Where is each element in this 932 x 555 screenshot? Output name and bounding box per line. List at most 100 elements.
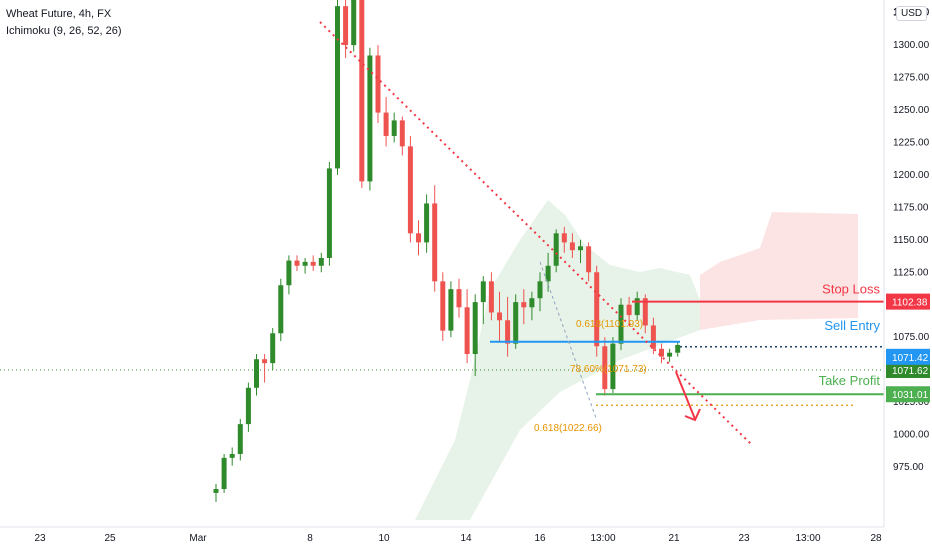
candle-body (480, 281, 486, 303)
fib-label-lower: 0.618(1022.66) (534, 423, 602, 434)
candle-body (618, 304, 624, 344)
candle-body (375, 55, 381, 113)
candle-body (488, 281, 494, 313)
candle-body (521, 302, 527, 308)
candle-body (343, 6, 349, 46)
time-tick-label: 16 (534, 533, 546, 544)
candle-body (245, 387, 251, 425)
ichimoku-cloud-red (700, 212, 858, 330)
candle-body (407, 146, 413, 234)
candle-body (254, 359, 259, 388)
sell-arrow-icon (675, 371, 696, 420)
candle-body (650, 325, 656, 349)
time-tick-label: 25 (104, 533, 116, 544)
candle-body (464, 307, 470, 355)
price-tag-bg (886, 293, 930, 310)
price-tick-label: 1000.00 (893, 430, 930, 441)
time-tick-label: 23 (34, 533, 46, 544)
candle-body (642, 298, 648, 326)
price-tag-text: 1031.01 (892, 390, 929, 401)
candle-body (497, 312, 502, 321)
time-tick-label: 14 (460, 533, 472, 544)
candle-body (610, 343, 616, 390)
candle-body (472, 302, 478, 355)
candle-body (416, 233, 421, 243)
price-tick-label: 975.00 (893, 462, 924, 473)
candle-body (270, 333, 276, 364)
candle-body (440, 281, 446, 331)
sell-entry-label: Sell Entry (824, 318, 880, 333)
candle-body (659, 348, 664, 357)
price-tag-bg (886, 362, 930, 378)
projection-line (539, 261, 597, 419)
candle-body (383, 112, 389, 136)
candle-body (586, 246, 592, 273)
candle-body (221, 457, 227, 490)
candle-body (391, 120, 397, 136)
candle-body (561, 233, 567, 243)
candle-body (237, 424, 243, 454)
candle-body (262, 359, 268, 364)
candle-body (553, 233, 559, 266)
price-tag-text: 1102.38 (892, 298, 928, 309)
fib-label-upper: 0.618(1101.93) (576, 319, 643, 330)
price-tick-label: 1125.00 (893, 267, 929, 278)
candle-body (626, 304, 632, 316)
price-tick-label: 1250.00 (893, 105, 930, 116)
candle-body (537, 281, 543, 299)
candle-body (213, 489, 219, 493)
candle-body (229, 453, 235, 458)
candle-body (318, 257, 324, 266)
candle-body (432, 203, 438, 282)
price-tick-label: 1300.00 (893, 40, 930, 51)
candle-body (286, 260, 292, 286)
candle-body (456, 289, 462, 308)
time-tick-label: Mar (189, 533, 207, 544)
currency-button[interactable]: USD (896, 6, 928, 21)
candle-body (367, 55, 373, 182)
candle-body (529, 298, 535, 308)
candle-body (294, 260, 300, 266)
price-tick-label: 1200.00 (893, 170, 930, 181)
time-tick-label: 13:00 (590, 533, 615, 544)
price-tick-label: 1075.00 (893, 332, 930, 343)
price-tick-label: 1025.00 (893, 397, 930, 408)
candle-body (326, 168, 332, 258)
candle-body (634, 298, 640, 316)
indicator-title[interactable]: Ichimoku (9, 26, 52, 26) (6, 25, 122, 37)
time-tick-label: 28 (870, 533, 882, 544)
candle-body (335, 6, 340, 169)
take-profit-price-tag: 1031.01 (886, 386, 930, 403)
price-tick-label: 1150.00 (893, 235, 929, 246)
time-tick-label: 21 (668, 533, 680, 544)
current-price-tag: 1071.62 (886, 362, 930, 378)
price-tick-label: 1225.00 (893, 137, 930, 148)
candle-body (278, 285, 284, 334)
price-tag-text: 1071.42 (892, 353, 929, 364)
candle-body (448, 289, 454, 331)
candle-body (505, 320, 511, 344)
candle-body (594, 272, 600, 347)
price-tag-bg (886, 348, 930, 365)
stop-loss-label: Stop Loss (822, 282, 880, 297)
candle-body (569, 242, 575, 251)
symbol-title[interactable]: Wheat Future, 4h, FX (6, 8, 112, 20)
candle-body (667, 352, 673, 357)
candle-body (424, 203, 430, 243)
time-tick-label: 13:00 (795, 533, 820, 544)
candle-body (675, 344, 681, 353)
price-tag-bg (886, 386, 930, 403)
time-tick-label: 10 (378, 533, 390, 544)
time-tick-label: 8 (307, 533, 313, 544)
candle-body (359, 0, 365, 182)
price-tag-text: 1071.62 (892, 366, 929, 377)
candle-body (351, 0, 357, 46)
candle-body (545, 265, 551, 282)
sell-arrow-head-icon (684, 408, 701, 422)
ichimoku-cloud-green (415, 200, 700, 520)
stop-loss-price-tag: 1102.38 (886, 293, 930, 310)
candle-body (310, 261, 316, 266)
time-tick-label: 23 (738, 533, 750, 544)
